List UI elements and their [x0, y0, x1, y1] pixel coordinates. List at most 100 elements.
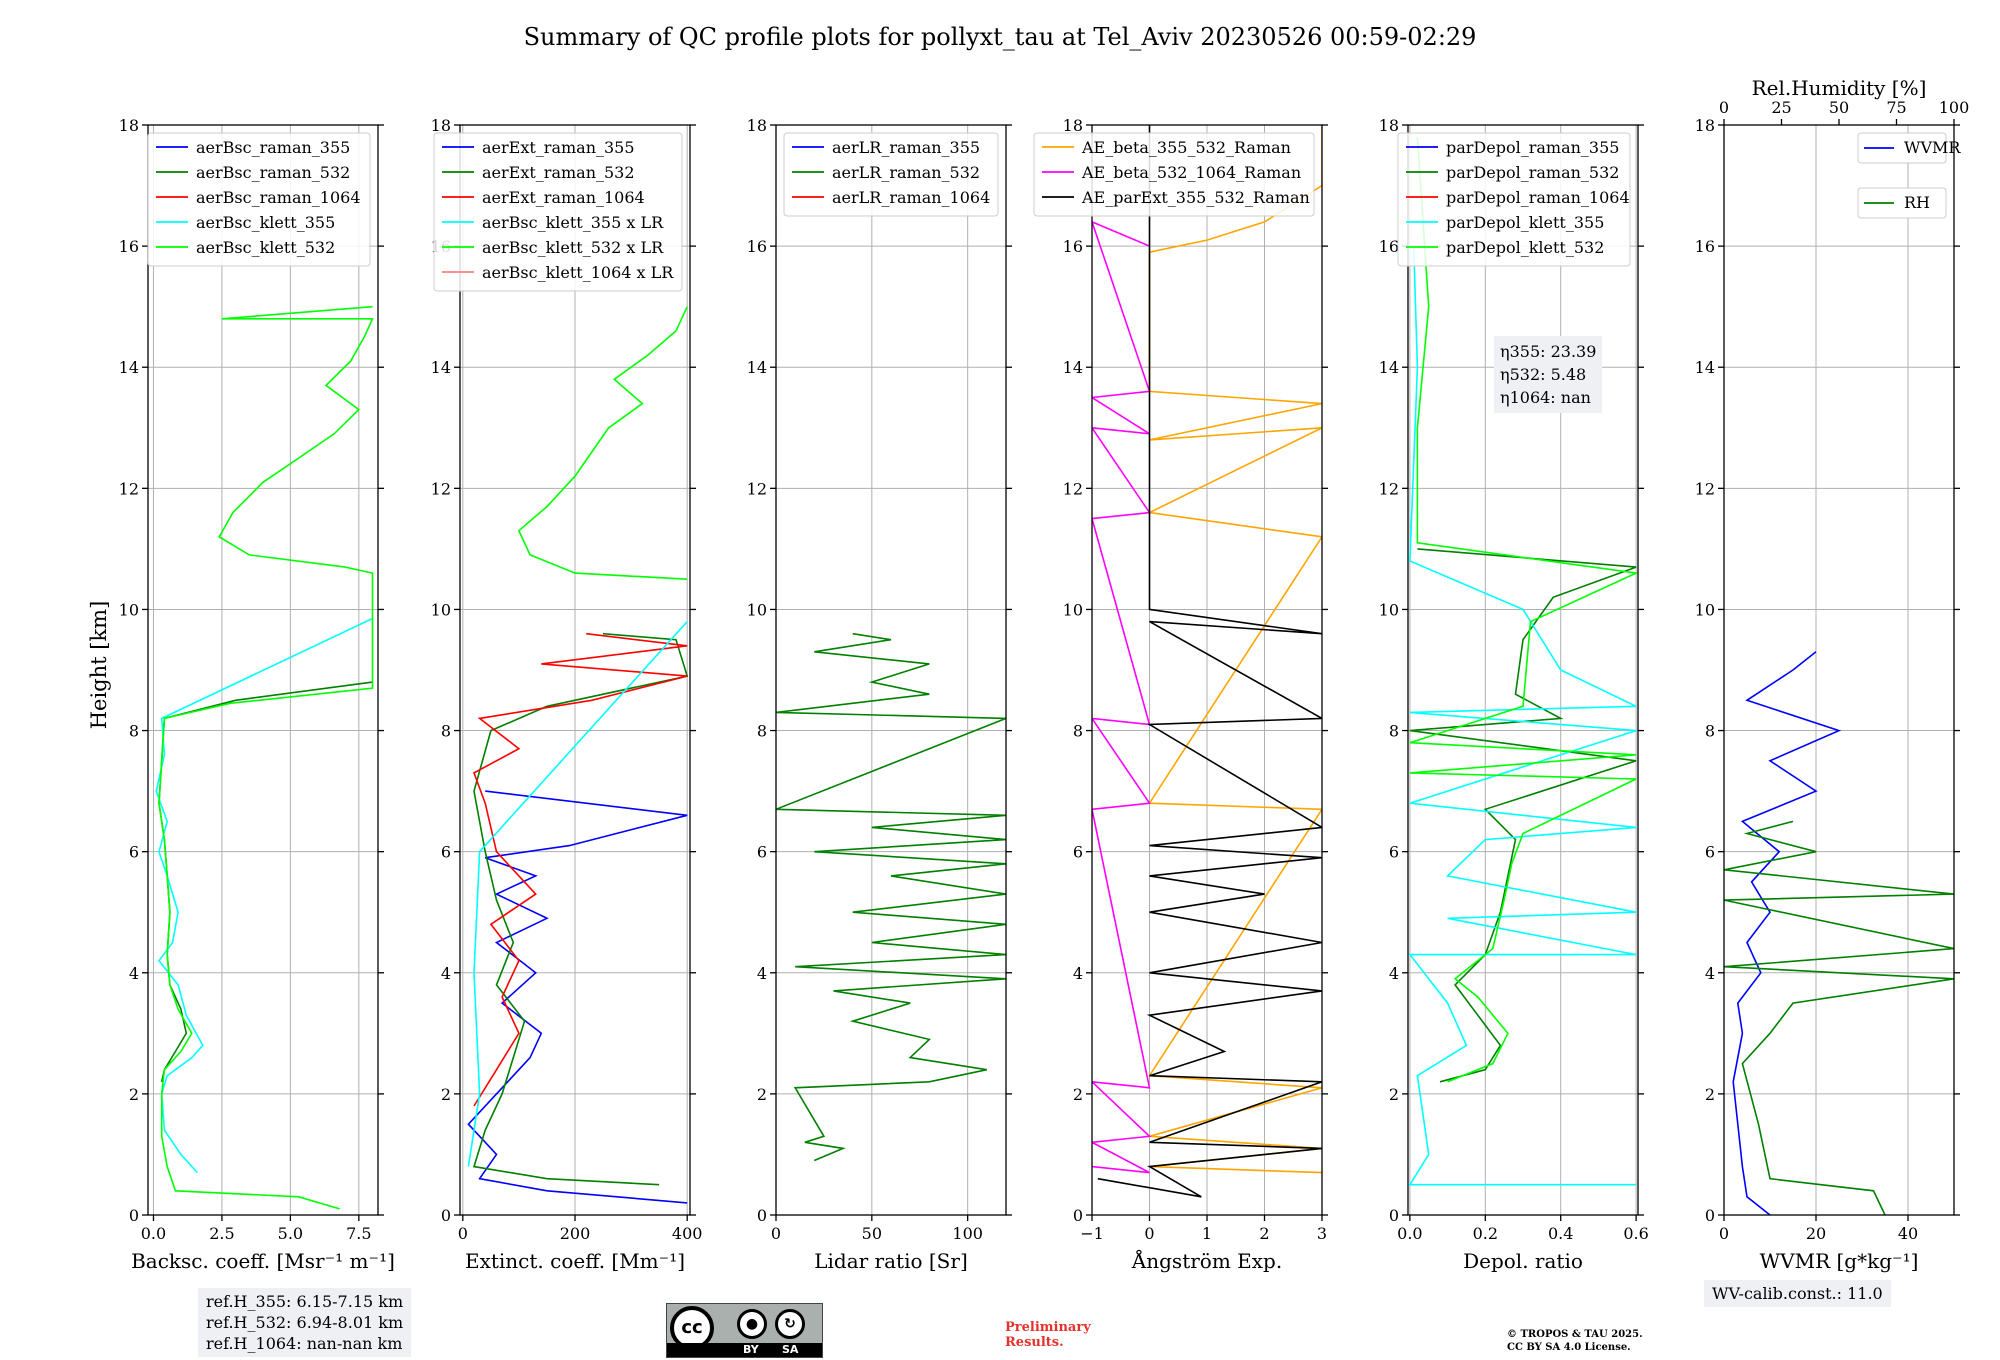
y-tick-label: 12: [1695, 479, 1715, 498]
legend-label: parDepol_raman_532: [1446, 163, 1619, 182]
y-tick-label: 8: [1705, 722, 1715, 741]
y-tick-label: 4: [1389, 964, 1399, 983]
series-line-parDepol_klett_532: [1409, 137, 1638, 1083]
top-x-tick-label: 75: [1886, 98, 1906, 117]
y-tick-label: 4: [1705, 964, 1715, 983]
legend-label: AE_beta_355_532_Raman: [1081, 138, 1291, 157]
ref-height-1064: ref.H_1064: nan-nan km: [206, 1334, 403, 1353]
top-x-tick-label: 25: [1771, 98, 1791, 117]
preliminary-line-2: Results.: [1005, 1335, 1064, 1350]
x-tick-label: 40: [1898, 1224, 1918, 1243]
y-tick-label: 18: [747, 116, 767, 135]
legend-label: aerBsc_klett_1064 x LR: [482, 263, 674, 282]
y-tick-label: 8: [129, 722, 139, 741]
x-axis-label: Lidar ratio [Sr]: [814, 1249, 968, 1273]
copyright-note: © TROPOS & TAU 2025. CC BY SA 4.0 Licens…: [1507, 1328, 1707, 1354]
legend-label: aerBsc_raman_355: [196, 138, 350, 157]
y-tick-label: 16: [119, 237, 139, 256]
reference-height-box: ref.H_355: 6.15-7.15 km ref.H_532: 6.94-…: [198, 1288, 412, 1357]
x-tick-label: 50: [862, 1224, 882, 1243]
y-tick-label: 2: [129, 1085, 139, 1104]
series-line-aerLR_raman_532: [776, 632, 1006, 1162]
y-tick-label: 4: [1073, 964, 1083, 983]
legend-label: aerLR_raman_355: [832, 138, 980, 157]
y-tick-label: 0: [757, 1206, 767, 1225]
preliminary-results-note: Preliminary Results.: [1005, 1320, 1125, 1350]
y-tick-label: 18: [431, 116, 451, 135]
copyright-line-2: CC BY SA 4.0 License.: [1507, 1342, 1631, 1353]
eta-355: η355: 23.39: [1500, 342, 1597, 361]
y-tick-label: 16: [747, 237, 767, 256]
x-tick-label: 0.4: [1548, 1224, 1573, 1243]
y-tick-label: 4: [757, 964, 767, 983]
legend-label: aerBsc_klett_532: [196, 238, 335, 257]
x-tick-label: 0: [1144, 1224, 1154, 1243]
ref-height-532: ref.H_532: 6.94-8.01 km: [206, 1313, 404, 1332]
wv-calib-constant: WV-calib.const.: 11.0: [1712, 1284, 1883, 1303]
cc-by-sa-license-badge: cc ● ↻ BY SA: [666, 1303, 823, 1358]
legend-box: [1857, 187, 1947, 219]
y-axis-label: Height [km]: [87, 601, 111, 730]
y-tick-label: 0: [441, 1206, 451, 1225]
plot-frame: [775, 124, 1007, 1216]
y-tick-label: 6: [441, 843, 451, 862]
y-tick-label: 4: [441, 964, 451, 983]
legend-label: AE_parExt_355_532_Raman: [1081, 188, 1310, 207]
legend-label: parDepol_raman_1064: [1446, 188, 1630, 207]
x-tick-label: 2.5: [209, 1224, 234, 1243]
legend-label: aerExt_raman_532: [482, 163, 635, 182]
top-x-axis-label: Rel.Humidity [%]: [1752, 76, 1927, 100]
series-line-aerBsc_klett_532 x LR: [517, 306, 688, 580]
x-tick-label: 200: [560, 1224, 591, 1243]
y-tick-label: 18: [1063, 116, 1083, 135]
eta-1064: η1064: nan: [1500, 388, 1591, 407]
y-tick-label: 18: [1379, 116, 1399, 135]
x-tick-label: 0: [458, 1224, 468, 1243]
y-tick-label: 6: [1389, 843, 1399, 862]
legend-box: [783, 132, 999, 217]
legend-label: aerExt_raman_1064: [482, 188, 645, 207]
y-tick-label: 6: [129, 843, 139, 862]
y-tick-label: 6: [1073, 843, 1083, 862]
figure-title: Summary of QC profile plots for pollyxt_…: [524, 23, 1477, 51]
attribution-person-icon: ●: [737, 1309, 767, 1339]
x-tick-label: 7.5: [346, 1224, 371, 1243]
x-tick-label: 20: [1806, 1224, 1826, 1243]
y-tick-label: 0: [129, 1206, 139, 1225]
preliminary-line-1: Preliminary: [1005, 1320, 1091, 1335]
legend-label: parDepol_raman_355: [1446, 138, 1619, 157]
y-tick-label: 16: [1379, 237, 1399, 256]
y-tick-label: 16: [1695, 237, 1715, 256]
y-tick-label: 2: [1389, 1085, 1399, 1104]
y-tick-label: 12: [431, 479, 451, 498]
series-line-aerExt_raman_1064: [473, 632, 688, 1107]
legend-label: AE_beta_532_1064_Raman: [1081, 163, 1301, 182]
y-tick-label: 8: [441, 722, 451, 741]
plot-frame: [1407, 124, 1639, 1216]
legend-box: [433, 132, 683, 292]
y-tick-label: 2: [441, 1085, 451, 1104]
y-tick-label: 8: [757, 722, 767, 741]
legend-label: RH: [1904, 193, 1930, 212]
y-tick-label: 10: [1063, 600, 1083, 619]
y-tick-label: 14: [1695, 358, 1715, 377]
copyright-line-1: © TROPOS & TAU 2025.: [1507, 1329, 1643, 1340]
y-tick-label: 0: [1073, 1206, 1083, 1225]
series-line-aerBsc_klett_355: [155, 617, 373, 1174]
y-tick-label: 12: [1063, 479, 1083, 498]
wv-calibration-box: WV-calib.const.: 11.0: [1704, 1280, 1891, 1307]
series-line-AE_parExt_355_532_Raman: [1097, 125, 1322, 1198]
x-tick-label: 100: [952, 1224, 983, 1243]
top-x-tick-label: 50: [1829, 98, 1849, 117]
x-tick-label: 0.0: [1397, 1224, 1422, 1243]
x-axis-label: WVMR [g*kg⁻¹]: [1760, 1249, 1919, 1273]
x-tick-label: 0: [1719, 1224, 1729, 1243]
legend-box: [1397, 132, 1631, 267]
legend-box: [147, 132, 371, 267]
panel-backscatter: 0 2 4 6 8 10 12 14 16 18 0.0 2.5 5.0 7.5 Backsc. coeff…: [119, 116, 395, 1273]
y-tick-label: 12: [1379, 479, 1399, 498]
legend-label: aerExt_raman_355: [482, 138, 635, 157]
legend-label: aerBsc_raman_532: [196, 163, 350, 182]
